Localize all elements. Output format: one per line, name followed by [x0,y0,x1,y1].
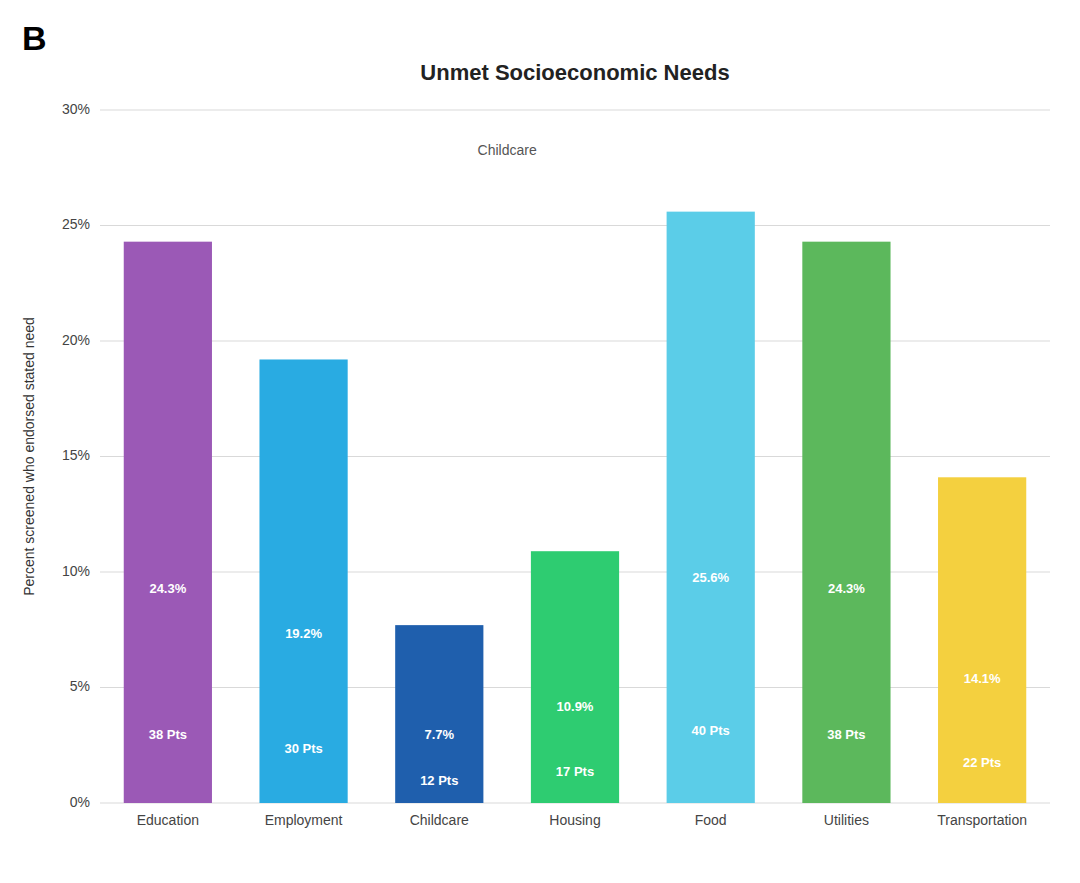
grid [100,110,1050,803]
pts-label: 38 Pts [149,727,187,742]
x-tick-label: Food [695,812,727,828]
data-label: 24.3% [828,581,865,596]
data-label: 14.1% [964,671,1001,686]
pts-label: 38 Pts [827,727,865,742]
bars [124,212,1027,803]
pts-label: 12 Pts [420,773,458,788]
x-tick-label: Education [137,812,199,828]
y-tick-label: 25% [62,216,90,232]
grid-line [100,110,1050,111]
grid-line [100,341,1050,342]
y-tick-label: 30% [62,101,90,117]
pts-label: 30 Pts [284,741,322,756]
data-label: 10.9% [557,699,594,714]
bar [124,242,212,803]
bar [938,477,1026,803]
bar [395,625,483,803]
grid-line [100,456,1050,457]
bar [802,242,890,803]
data-label: 24.3% [149,581,186,596]
y-tick-label: 0% [70,794,90,810]
y-tick-label: 10% [62,563,90,579]
pts-label: 40 Pts [692,723,730,738]
x-tick-label: Housing [549,812,600,828]
x-tick-label: Transportation [937,812,1027,828]
title: Unmet Socioeconomic Needs [420,60,729,85]
y-tick-label: 20% [62,332,90,348]
data-label: 7.7% [424,727,454,742]
y-tick-label: 5% [70,678,90,694]
x-tick-label: Childcare [410,812,469,828]
x-tick-label: Utilities [824,812,869,828]
pts-label: 22 Pts [963,755,1001,770]
x-tick-label: Employment [265,812,343,828]
bar [259,359,347,803]
bar [531,551,619,803]
chart: 0% 5% 10% 15% 20% 25% 30% 24.3% 38 Pts 19.2% 30 Pt… [0,0,1080,883]
bar [667,212,755,803]
grid-line [100,225,1050,226]
data-label: 19.2% [285,626,322,641]
panel-label: B [22,19,47,57]
data-label: 25.6% [692,570,729,585]
y-tick-label: 15% [62,447,90,463]
annotation: Childcare [478,142,537,158]
y-axis-label: Percent screened who endorsed stated nee… [21,317,37,596]
pts-label: 17 Pts [556,764,594,779]
